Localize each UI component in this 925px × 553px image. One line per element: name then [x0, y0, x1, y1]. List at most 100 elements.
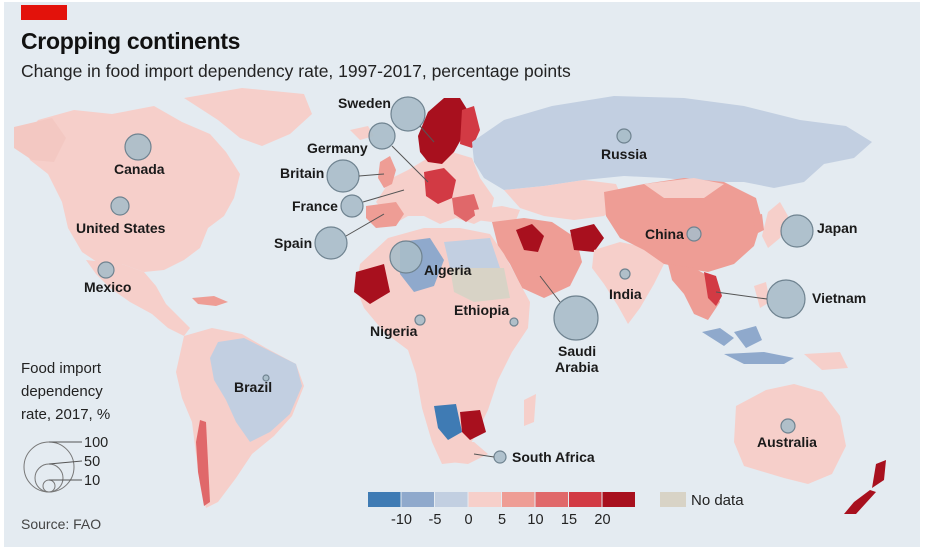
marker-russia[interactable]: Russia [601, 128, 647, 162]
label-mexico: Mexico [84, 279, 131, 295]
leader-germany [391, 145, 429, 183]
marker-france[interactable]: France [292, 189, 405, 218]
region-philippines [754, 282, 770, 308]
color-swatch-4 [468, 492, 501, 507]
region-russia [472, 96, 872, 190]
color-swatch-6 [535, 492, 568, 507]
marker-japan[interactable]: Japan [780, 214, 857, 248]
label-canada: Canada [114, 161, 165, 177]
bubble-russia [616, 128, 632, 144]
region-korea [752, 214, 764, 234]
size-label-100: 100 [84, 435, 108, 451]
no-data-swatch [660, 492, 686, 507]
region-china [604, 178, 762, 272]
color-tick-2: -5 [429, 512, 442, 528]
no-data-legend: No data [660, 492, 744, 509]
bubble-united-states [110, 196, 130, 216]
label-germany: Germany [307, 140, 368, 156]
region-south-africa-land [444, 442, 488, 464]
color-legend: -10 -5 0 5 10 15 20 [368, 492, 635, 528]
color-tick-5: 10 [527, 512, 543, 528]
world-map: Canada United States Mexico Brazil Swed [14, 88, 886, 528]
bubble-india [619, 268, 631, 280]
marker-ethiopia[interactable]: Ethiopia [454, 302, 519, 327]
marker-australia[interactable]: Australia [757, 418, 817, 450]
brand-accent-bar [21, 5, 67, 20]
bubble-mexico [97, 261, 115, 279]
label-britain: Britain [280, 165, 324, 181]
leader-saudi-arabia [539, 275, 561, 303]
bubble-france [340, 194, 364, 218]
leader-sweden [419, 125, 435, 143]
marker-spain[interactable]: Spain [274, 213, 385, 260]
marker-germany[interactable]: Germany [307, 122, 429, 183]
size-ring-100 [23, 441, 75, 493]
marker-china[interactable]: China [645, 226, 702, 242]
color-tick-7: 20 [594, 512, 610, 528]
region-finland [460, 106, 480, 148]
color-tick-1: -10 [391, 512, 412, 528]
label-nigeria: Nigeria [370, 323, 418, 339]
marker-south-africa[interactable]: South Africa [473, 449, 595, 465]
color-swatch-1 [368, 492, 401, 507]
region-britain [378, 156, 396, 188]
marker-vietnam[interactable]: Vietnam [715, 279, 866, 319]
label-sweden: Sweden [338, 95, 391, 111]
size-label-50: 50 [84, 454, 100, 470]
region-mexico [86, 260, 190, 336]
region-afghanistan [570, 224, 604, 252]
marker-canada[interactable]: Canada [114, 133, 165, 177]
region-new-zealand [844, 460, 886, 514]
chart-title: Cropping continents [21, 28, 241, 54]
bubble-spain [314, 226, 348, 260]
region-chile [196, 420, 210, 506]
label-brazil: Brazil [234, 379, 272, 395]
marker-saudi-arabia[interactable]: Saudi Arabia [539, 275, 599, 375]
bubble-sweden [390, 96, 426, 132]
marker-britain[interactable]: Britain [280, 159, 385, 193]
color-swatch-3 [435, 492, 468, 507]
label-australia: Australia [757, 434, 817, 450]
bubble-canada [124, 133, 152, 161]
size-ring-50 [34, 463, 64, 493]
bubble-brazil [262, 374, 270, 382]
color-tick-6: 15 [561, 512, 577, 528]
size-legend-title-line2: dependency [21, 383, 103, 400]
bubble-australia [780, 418, 796, 434]
leader-france [362, 189, 405, 203]
bubble-nigeria [414, 314, 426, 326]
region-balkans [452, 194, 480, 222]
leader-south-africa [473, 453, 495, 458]
bubble-algeria [389, 240, 423, 274]
marker-sweden[interactable]: Sweden [338, 95, 435, 143]
color-swatch-5 [502, 492, 535, 507]
label-japan: Japan [817, 220, 857, 236]
region-sahel [450, 268, 510, 302]
color-tick-4: 5 [498, 512, 506, 528]
region-iberia [366, 202, 404, 228]
marker-mexico[interactable]: Mexico [84, 261, 131, 295]
label-south-africa: South Africa [512, 449, 595, 465]
color-swatch-7 [569, 492, 602, 507]
region-australia [734, 384, 846, 484]
no-data-label: No data [691, 492, 744, 509]
size-legend-title-line1: Food import [21, 360, 102, 377]
leader-vietnam [715, 291, 768, 300]
region-namibia [434, 404, 462, 440]
source-note: Source: FAO [21, 516, 102, 532]
marker-nigeria[interactable]: Nigeria [370, 314, 426, 339]
marker-brazil[interactable]: Brazil [234, 374, 272, 395]
size-leader-50 [48, 460, 83, 465]
color-swatch-2 [401, 492, 434, 507]
marker-algeria[interactable]: Algeria [389, 240, 472, 278]
region-scandinavia [418, 98, 470, 164]
region-north-america [22, 106, 240, 272]
region-iceland [350, 126, 374, 140]
marker-united-states[interactable]: United States [76, 196, 166, 236]
marker-india[interactable]: India [609, 268, 642, 302]
label-saudi-arabia-line2: Arabia [555, 359, 599, 375]
size-legend-title-line3: rate, 2017, % [21, 406, 110, 423]
label-united-states: United States [76, 220, 166, 236]
region-central-asia [504, 180, 624, 220]
region-middle-east [492, 218, 582, 298]
